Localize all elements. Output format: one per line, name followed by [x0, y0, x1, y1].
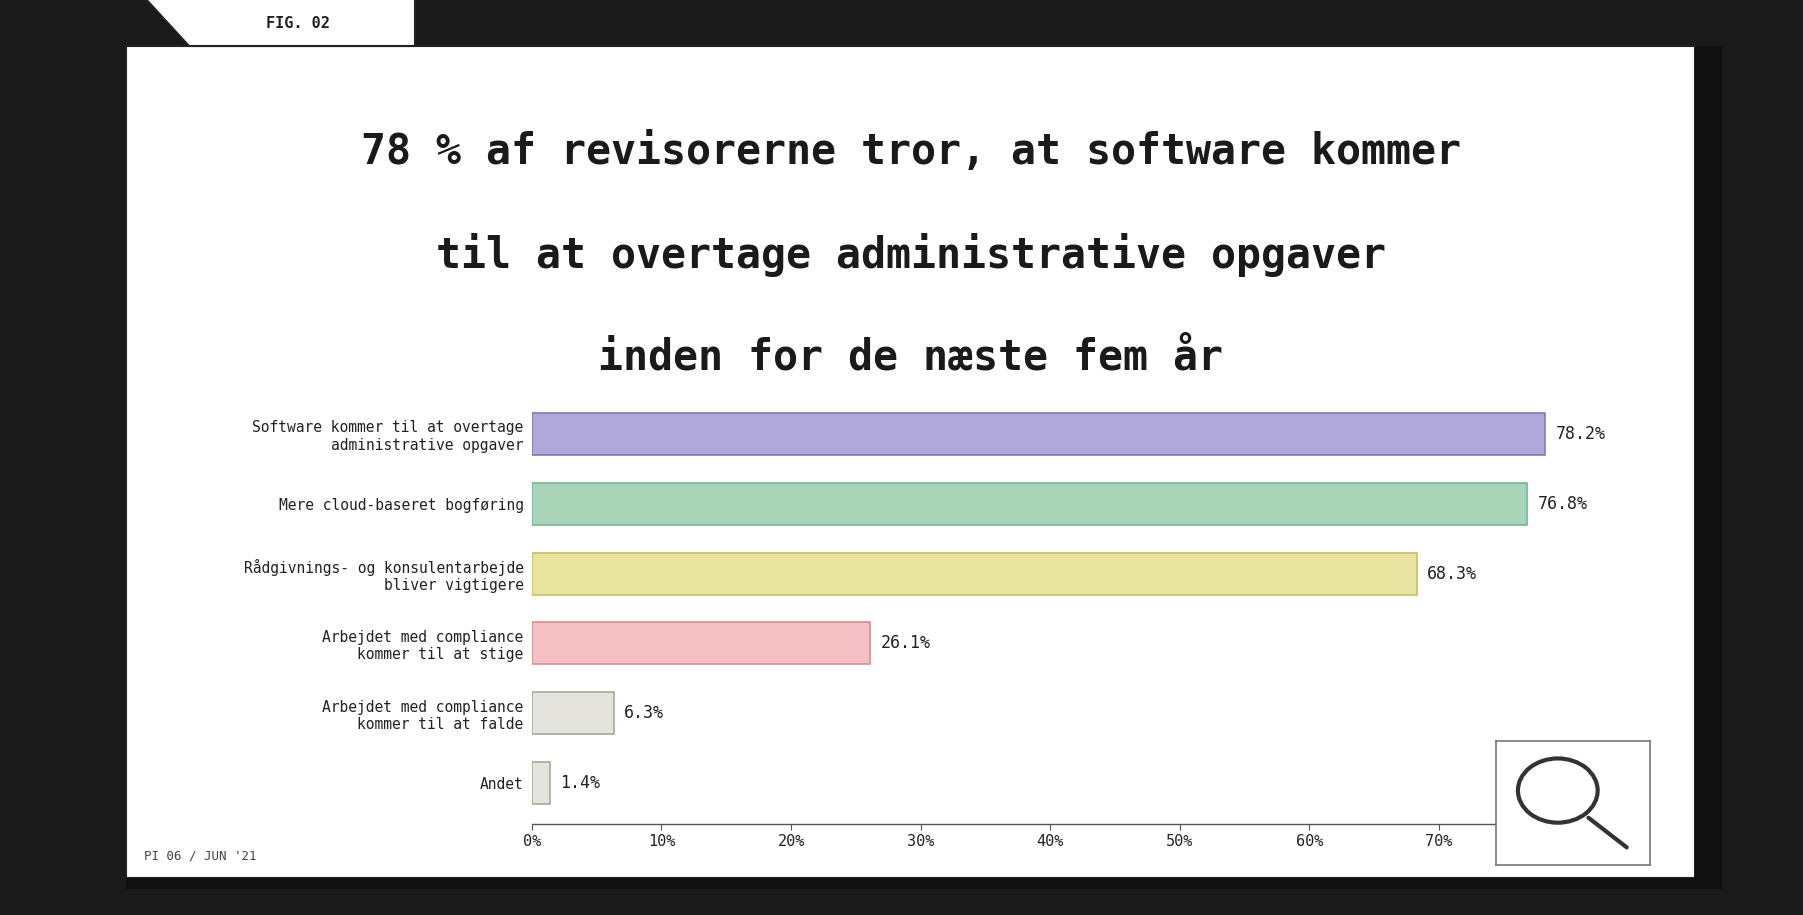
Text: PI 06 / JUN '21: PI 06 / JUN '21	[144, 849, 256, 862]
Bar	[532, 762, 550, 804]
Text: til at overtage administrative opgaver: til at overtage administrative opgaver	[436, 233, 1385, 277]
Text: 68.3%: 68.3%	[1428, 565, 1477, 583]
Polygon shape	[144, 0, 415, 46]
Bar	[532, 693, 613, 734]
Text: FIG. 02: FIG. 02	[265, 16, 330, 31]
Text: 26.1%: 26.1%	[880, 634, 930, 652]
Bar	[1695, 46, 1722, 889]
Text: 76.8%: 76.8%	[1538, 495, 1587, 512]
Text: 1.4%: 1.4%	[561, 774, 600, 792]
Bar	[532, 413, 1545, 455]
Bar	[532, 553, 1417, 595]
Bar	[126, 878, 1695, 889]
Bar	[532, 622, 871, 664]
Text: 78 % af revisorerne tror, at software kommer: 78 % af revisorerne tror, at software ko…	[361, 132, 1460, 173]
Text: inden for de næste fem år: inden for de næste fem år	[599, 337, 1222, 379]
Text: 6.3%: 6.3%	[624, 705, 664, 722]
Bar	[532, 483, 1527, 524]
Text: 78.2%: 78.2%	[1556, 425, 1606, 443]
